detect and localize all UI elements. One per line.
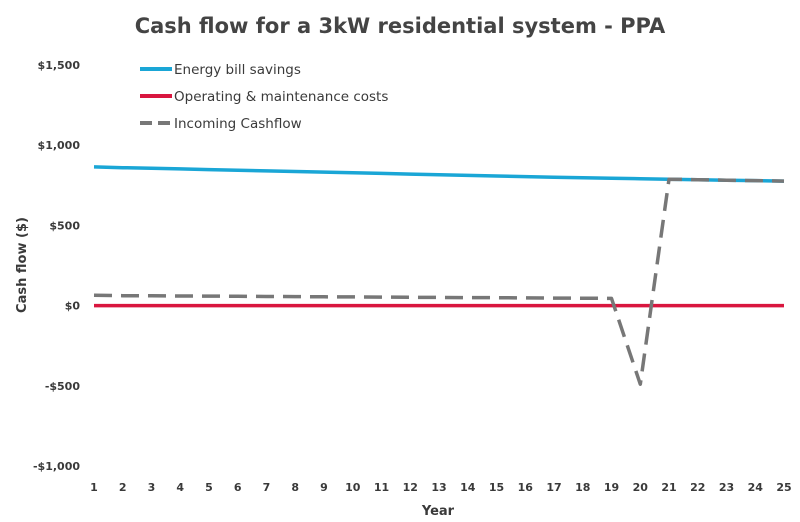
x-tick-label: 23 <box>719 481 734 494</box>
x-tick-label: 1 <box>90 481 98 494</box>
x-tick-label: 18 <box>575 481 590 494</box>
x-tick-label: 7 <box>263 481 271 494</box>
x-tick-label: 5 <box>205 481 213 494</box>
x-tick-label: 9 <box>320 481 328 494</box>
x-tick-label: 22 <box>690 481 705 494</box>
x-tick-label: 17 <box>546 481 561 494</box>
y-tick-label: $0 <box>65 300 81 313</box>
y-tick-label: $1,000 <box>38 139 81 152</box>
y-tick-label: -$1,000 <box>33 460 80 473</box>
x-axis-ticks: 1 2 3 4 5 6 7 8 9 10 11 12 13 14 15 16 17 18 19 20 21 22 23 24 2… <box>90 481 791 494</box>
x-tick-label: 24 <box>748 481 764 494</box>
legend-label-operating-maintenance-costs: Operating & maintenance costs <box>174 89 388 105</box>
x-axis-label: Year <box>421 504 455 519</box>
x-tick-label: 3 <box>148 481 156 494</box>
legend-label-energy-bill-savings: Energy bill savings <box>174 62 301 78</box>
y-axis-label: Cash flow ($) <box>15 217 30 313</box>
y-axis-ticks: $1,500 $1,000 $500 $0 -$500 -$1,000 <box>33 59 80 473</box>
x-tick-label: 25 <box>776 481 791 494</box>
x-tick-label: 2 <box>119 481 127 494</box>
chart-title: Cash flow for a 3kW residential system -… <box>135 14 666 38</box>
x-tick-label: 12 <box>403 481 418 494</box>
series-line-incoming-cashflow <box>93 177 785 386</box>
legend: Energy bill savings Operating & maintenan… <box>140 62 388 132</box>
x-tick-label: 6 <box>234 481 242 494</box>
x-tick-label: 20 <box>633 481 649 494</box>
x-tick-label: 16 <box>518 481 534 494</box>
x-tick-label: 14 <box>460 481 476 494</box>
x-tick-label: 4 <box>176 481 184 494</box>
x-tick-label: 21 <box>661 481 676 494</box>
y-tick-label: $1,500 <box>38 59 81 72</box>
x-tick-label: 15 <box>489 481 504 494</box>
x-tick-label: 10 <box>345 481 361 494</box>
y-tick-label: -$500 <box>45 380 81 393</box>
series-lines <box>93 165 785 386</box>
legend-label-incoming-cashflow: Incoming Cashflow <box>174 116 302 132</box>
x-tick-label: 19 <box>604 481 619 494</box>
x-tick-label: 13 <box>431 481 446 494</box>
x-tick-label: 8 <box>291 481 299 494</box>
x-tick-label: 11 <box>374 481 389 494</box>
y-tick-label: $500 <box>49 219 80 232</box>
